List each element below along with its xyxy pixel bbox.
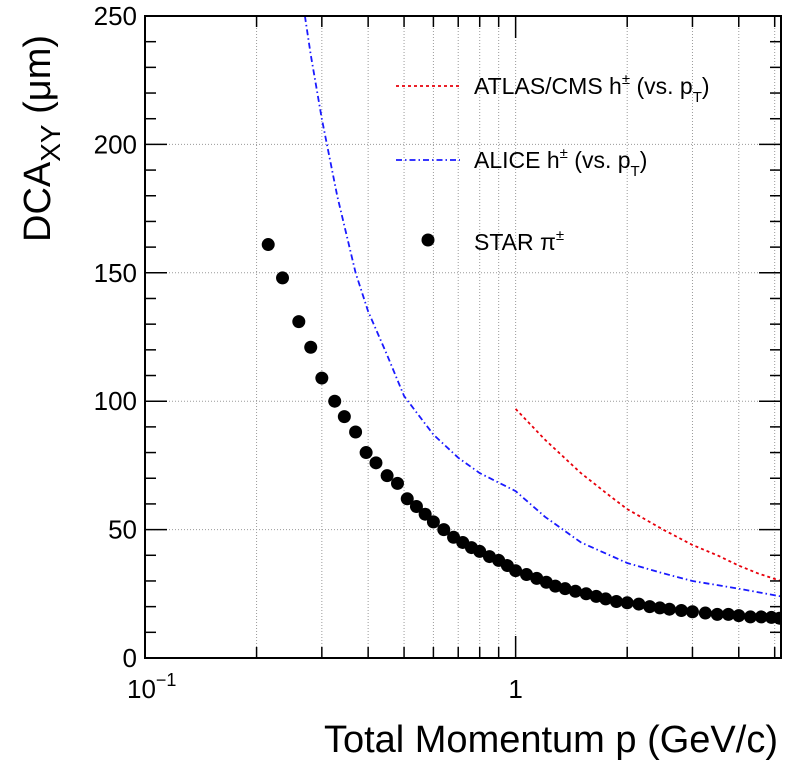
star-data-point: [579, 587, 593, 601]
star-data-point: [304, 340, 318, 354]
star-data-point: [369, 456, 383, 470]
legend: ATLAS/CMS h± (vs. pT) ALICE h± (vs. pT) ST…: [396, 71, 710, 255]
x-axis-title: Total Momentum p (GeV/c): [324, 719, 778, 761]
star-data-point: [315, 371, 329, 385]
star-data-point: [426, 515, 440, 529]
legend-label: STAR π±: [474, 227, 564, 255]
star-data-point: [349, 425, 363, 439]
legend-marker: [421, 233, 435, 247]
star-data-point: [380, 469, 394, 483]
legend-label: ATLAS/CMS h± (vs. pT): [474, 71, 710, 106]
star-data-point: [609, 595, 623, 609]
star-data-point: [632, 597, 646, 611]
star-data-point: [743, 610, 757, 624]
alice-line: [304, 16, 781, 598]
star-data-point: [437, 523, 451, 537]
star-data-point: [754, 610, 768, 624]
star-data-point: [292, 315, 306, 329]
star-data-point: [710, 607, 724, 621]
y-tick-label: 0: [123, 643, 137, 673]
star-data-point: [509, 564, 523, 578]
legend-label: ALICE h± (vs. pT): [474, 145, 647, 180]
plot-frame: [144, 15, 782, 659]
star-data-point: [643, 600, 657, 614]
star-data-point: [558, 582, 572, 596]
star-data-point: [328, 394, 342, 408]
star-data-point: [390, 476, 404, 490]
y-axis-title: DCAXY (μm): [17, 35, 66, 242]
x-tick-label: 1: [508, 674, 522, 704]
star-data-point: [662, 602, 676, 616]
y-tick-label: 50: [108, 515, 137, 545]
star-data-point: [698, 606, 712, 620]
star-data-point: [359, 446, 373, 460]
star-data-point: [337, 410, 351, 424]
star-data-point: [548, 579, 562, 593]
y-tick-label: 200: [94, 129, 137, 159]
star-data-point: [261, 238, 275, 252]
y-tick-label: 100: [94, 386, 137, 416]
star-data-point: [418, 507, 432, 521]
y-tick-label: 250: [94, 1, 137, 31]
star-data-point: [276, 271, 290, 285]
star-data-point: [653, 601, 667, 615]
star-data-point: [409, 499, 423, 513]
grid-lines: [145, 16, 781, 658]
atlas-cms-line: [514, 408, 781, 582]
star-data-point: [400, 492, 414, 506]
star-data-point: [674, 603, 688, 617]
star-data-point: [772, 611, 781, 625]
star-data-point: [685, 605, 699, 619]
star-data-point: [721, 607, 735, 621]
star-data-point: [473, 544, 487, 558]
star-data-point: [620, 596, 634, 610]
star-data-point: [520, 568, 534, 582]
star-data-point: [568, 584, 582, 598]
y-tick-label: 150: [94, 258, 137, 288]
star-data-point: [599, 592, 613, 606]
data-layer: [261, 16, 781, 625]
star-data-point: [732, 609, 746, 623]
